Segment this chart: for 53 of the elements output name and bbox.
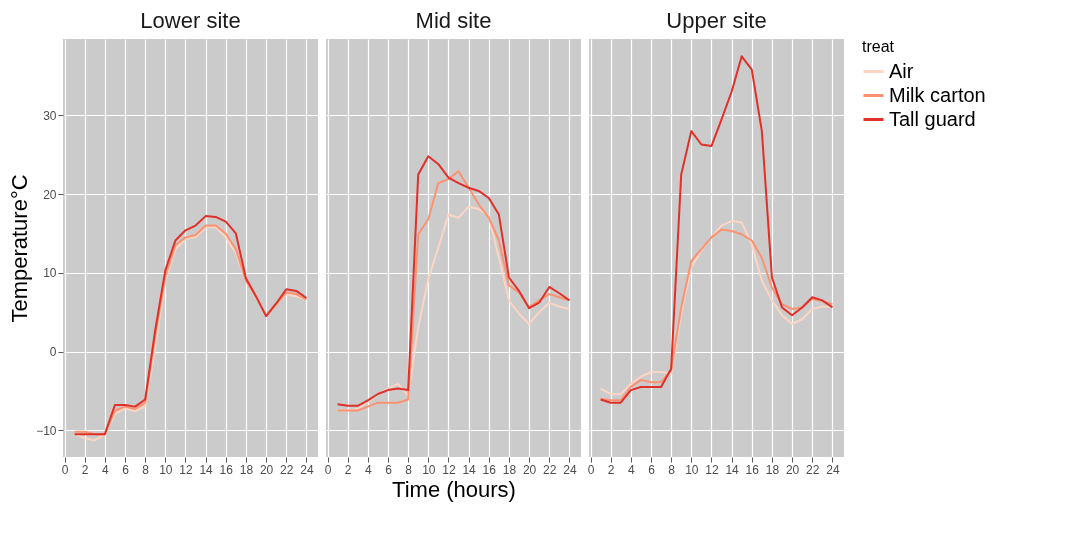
- x-tick-label: 16: [745, 462, 760, 477]
- x-tick-label: 4: [627, 462, 635, 477]
- legend-label: Milk carton: [889, 83, 986, 106]
- legend-label: Air: [889, 59, 914, 82]
- x-tick-label: 0: [61, 462, 69, 477]
- x-tick-label: 8: [142, 462, 150, 477]
- x-tick-label: 10: [159, 462, 173, 477]
- x-tick-label: 4: [101, 462, 109, 477]
- legend-label: Tall guard: [889, 107, 976, 130]
- x-tick-label: 0: [324, 462, 332, 477]
- chart-title: Mid site: [415, 8, 492, 33]
- x-tick-label: 18: [239, 462, 254, 477]
- x-tick-label: 8: [668, 462, 676, 477]
- x-tick-label: 16: [482, 462, 497, 477]
- x-tick-label: 0: [587, 462, 595, 477]
- chart-title: Upper site: [666, 8, 767, 33]
- y-axis-title: Temperature°C: [7, 174, 33, 323]
- y-tick-label: 20: [43, 187, 57, 202]
- y-tick-label: 0: [49, 345, 57, 360]
- y-tick-label: 10: [43, 266, 57, 281]
- x-axis-title: Time (hours): [392, 476, 516, 502]
- x-tick-label: 8: [405, 462, 413, 477]
- x-tick-label: 24: [300, 462, 314, 477]
- x-tick-label: 20: [259, 462, 274, 477]
- x-tick-label: 10: [422, 462, 436, 477]
- x-tick-label: 16: [219, 462, 234, 477]
- x-tick-label: 14: [199, 462, 214, 477]
- y-tick-label: 30: [43, 108, 57, 123]
- x-tick-label: 2: [607, 462, 615, 477]
- x-tick-label: 20: [522, 462, 537, 477]
- x-tick-label: 6: [648, 462, 656, 477]
- x-tick-label: 22: [806, 462, 820, 477]
- x-tick-label: 12: [442, 462, 456, 477]
- legend-title: treat: [862, 38, 895, 55]
- x-tick-label: 10: [685, 462, 699, 477]
- x-tick-label: 18: [765, 462, 780, 477]
- x-tick-label: 4: [364, 462, 372, 477]
- x-tick-label: 18: [502, 462, 517, 477]
- x-tick-label: 22: [543, 462, 557, 477]
- x-tick-label: 20: [785, 462, 800, 477]
- x-tick-label: 6: [122, 462, 130, 477]
- x-tick-label: 14: [462, 462, 477, 477]
- x-tick-label: 24: [563, 462, 577, 477]
- x-tick-label: 12: [179, 462, 193, 477]
- x-tick-label: 12: [705, 462, 719, 477]
- x-tick-label: 14: [725, 462, 740, 477]
- chart-title: Lower site: [140, 8, 241, 33]
- x-tick-label: 6: [385, 462, 393, 477]
- x-tick-label: 2: [81, 462, 89, 477]
- x-tick-label: 2: [344, 462, 352, 477]
- y-tick-label: −10: [36, 423, 57, 438]
- x-tick-label: 24: [826, 462, 840, 477]
- x-tick-label: 22: [280, 462, 294, 477]
